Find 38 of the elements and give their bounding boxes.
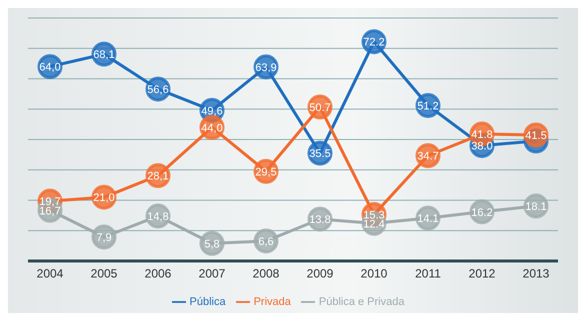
x-tick-label: 2007 [198,266,226,281]
data-label: 16.2 [471,206,493,219]
data-label: 63,9 [255,62,277,74]
data-label: 56,6 [147,84,169,96]
data-label: 13.8 [309,214,331,226]
x-tick-label: 2012 [468,266,496,281]
data-label: 6,6 [258,236,274,248]
x-tick-label: 2004 [36,266,64,281]
data-label: 50.7 [309,102,331,114]
x-tick-label: 2005 [90,266,118,281]
data-label: 49,6 [201,105,223,118]
data-label: 21,0 [93,192,115,204]
data-label: 41.8 [471,129,493,142]
x-tick-label: 2008 [252,266,280,281]
x-tick-label: 2009 [306,266,334,281]
data-label: 64,0 [39,62,61,74]
data-label: 51.2 [417,100,439,112]
data-label: 18.1 [525,201,547,214]
data-label: 14,8 [147,211,169,224]
x-tick-label: 2013 [522,266,550,281]
data-label: 34.7 [417,150,439,163]
data-label: 5,8 [204,238,220,250]
data-label: 68,1 [93,49,115,62]
data-label: 12.4 [363,218,385,230]
data-label: 44,0 [201,122,223,134]
data-label: 41.5 [525,130,547,142]
legend-label: Pública [190,296,226,308]
x-tick-label: 2011 [415,266,442,281]
data-label: 72.2 [363,36,385,49]
data-label: 29,5 [255,166,277,178]
legend-label: Privada [254,296,291,308]
data-label: 28,1 [147,170,169,183]
x-tick-label: 2006 [144,266,172,281]
data-label: 35.5 [309,148,331,160]
legend-label: Pública e Privada [318,296,404,308]
x-tick-label: 2010 [360,266,388,281]
data-label: 14.1 [417,213,439,226]
data-label: 7,9 [96,232,112,244]
